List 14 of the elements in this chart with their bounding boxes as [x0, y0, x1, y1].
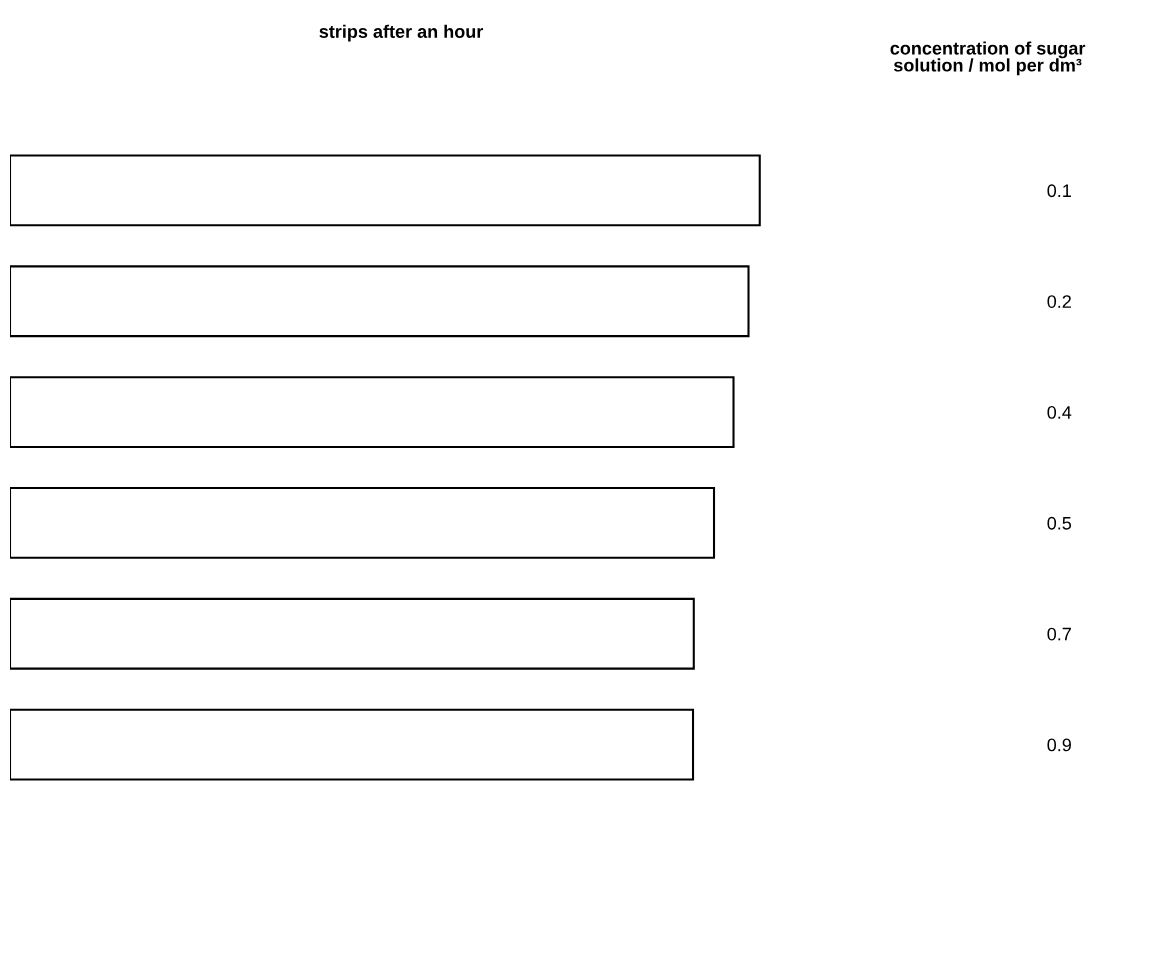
y-axis-title: concentration of sugar solution / mol per dm³ [890, 41, 1086, 76]
y-tick-label: 0.4 [1047, 406, 1072, 419]
bar [10, 597, 695, 670]
bar [10, 154, 761, 227]
y-tick-label: 0.1 [1047, 184, 1071, 198]
bar [10, 708, 695, 781]
y-tick-label: 0.7 [1047, 627, 1071, 641]
bar [10, 486, 716, 559]
y-tick-label: 0.9 [1047, 738, 1071, 752]
y-tick-label: 0.2 [1047, 295, 1071, 308]
chart-title: strips after an hour [319, 24, 484, 42]
bar [10, 376, 735, 449]
bar [10, 265, 750, 338]
y-tick-label: 0.5 [1047, 516, 1072, 530]
